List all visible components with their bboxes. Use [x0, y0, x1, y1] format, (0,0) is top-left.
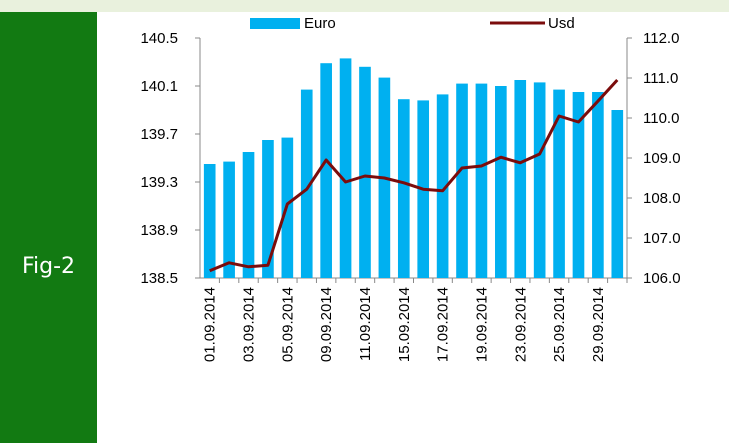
y2-tick-label: 108.0	[643, 190, 681, 207]
bar	[456, 83, 468, 278]
y-tick-label: 138.9	[140, 222, 178, 239]
x-tick-label: 17.09.2014	[435, 287, 452, 362]
bar	[203, 164, 216, 278]
bar	[320, 63, 332, 279]
x-tick-label: 29.09.2014	[590, 287, 607, 362]
y2-tick-label: 107.0	[643, 230, 681, 247]
y2-tick-label: 110.0	[643, 110, 679, 127]
bar	[436, 94, 449, 279]
bar	[611, 110, 624, 278]
y2-tick-label: 106.0	[643, 270, 681, 287]
bar	[359, 66, 371, 278]
x-tick-label: 19.09.2014	[473, 287, 490, 362]
y-tick-label: 138.5	[140, 270, 178, 287]
legend-swatch	[250, 18, 300, 29]
bar	[223, 161, 235, 278]
bar	[572, 92, 585, 278]
bar	[397, 99, 410, 278]
x-tick-label: 05.09.2014	[279, 287, 296, 362]
bar	[514, 80, 527, 278]
x-tick-label: 01.09.2014	[202, 287, 219, 362]
x-tick-label: 25.09.2014	[551, 287, 568, 362]
x-tick-label: 03.09.2014	[241, 287, 258, 362]
bar	[242, 152, 255, 278]
bar	[533, 82, 546, 279]
bar	[475, 83, 488, 278]
side-panel	[0, 12, 97, 443]
chart-bg	[97, 12, 729, 443]
y2-tick-label: 111.0	[643, 70, 678, 87]
x-tick-label: 09.09.2014	[318, 287, 335, 362]
y-tick-label: 139.3	[140, 174, 178, 191]
bar	[495, 86, 507, 278]
bar	[592, 92, 604, 278]
figure-label: Fig-2	[21, 254, 76, 279]
bar	[339, 58, 352, 279]
x-tick-label: 23.09.2014	[512, 287, 529, 362]
bar	[553, 89, 565, 278]
line	[209, 78, 619, 273]
x-tick-label: 15.09.2014	[396, 287, 413, 362]
y2-tick-label: 112.0	[643, 30, 679, 47]
y-tick-label: 139.7	[140, 126, 178, 143]
y2-tick-label: 109.0	[643, 150, 681, 167]
legend-label: Usd	[548, 15, 575, 32]
bar	[262, 140, 274, 278]
chart: 138.5 138.9 139.3 139.7 140.1 140.5 106.0 107.0…	[97, 12, 729, 443]
legend-label: Euro	[304, 15, 336, 32]
y-tick-label: 140.1	[140, 78, 178, 95]
y-tick-label: 140.5	[140, 30, 178, 47]
x-tick-label: 11.09.2014	[357, 287, 374, 361]
bar	[300, 89, 313, 278]
